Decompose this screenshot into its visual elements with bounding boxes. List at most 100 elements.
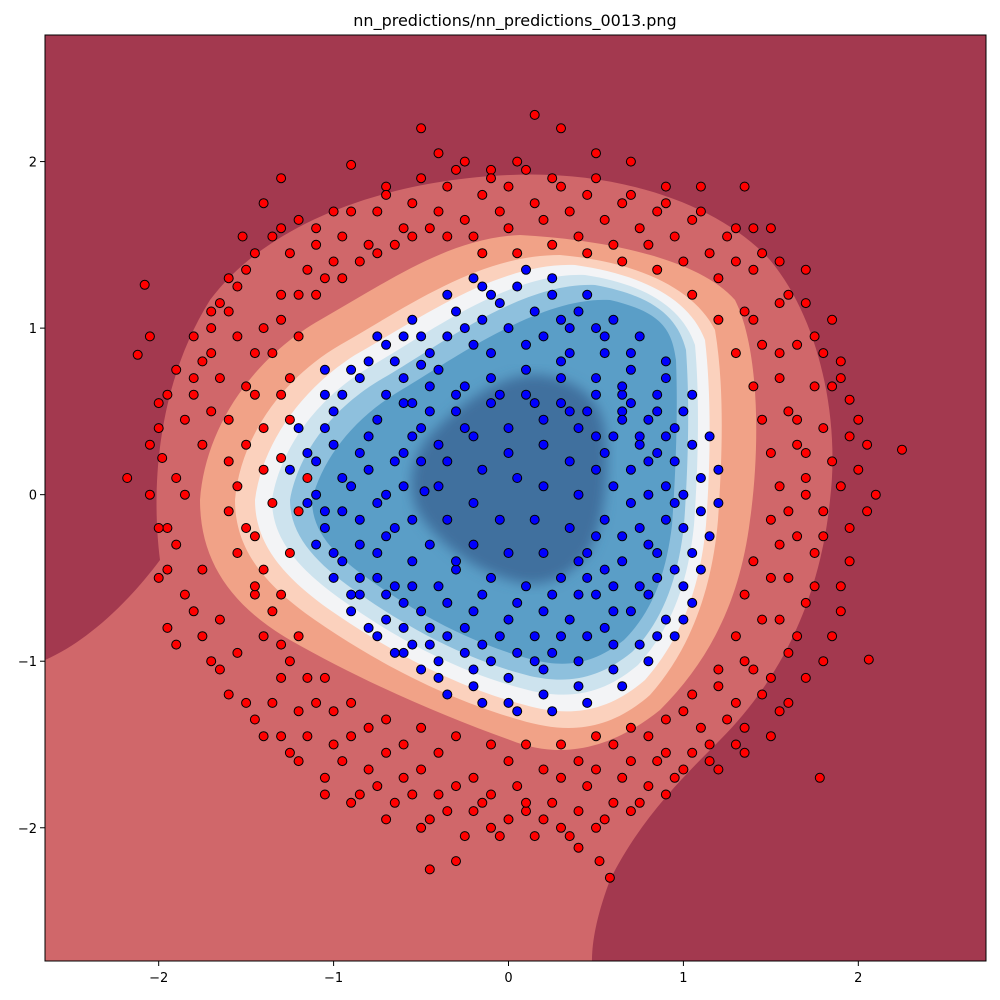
- point-red: [573, 756, 584, 767]
- point-red: [835, 606, 846, 617]
- point-red: [258, 731, 269, 742]
- point-red: [809, 581, 820, 592]
- point-red: [827, 456, 838, 467]
- point-red: [214, 298, 225, 309]
- point-blue: [319, 423, 330, 434]
- point-blue: [529, 631, 540, 642]
- point-blue: [398, 481, 409, 492]
- point-blue: [643, 539, 654, 550]
- point-blue: [556, 314, 566, 325]
- point-blue: [556, 356, 566, 367]
- point-blue: [477, 281, 488, 292]
- point-blue: [424, 539, 435, 550]
- point-blue: [652, 389, 663, 400]
- point-red: [818, 423, 829, 434]
- chart-title: nn_predictions/nn_predictions_0013.png: [353, 11, 676, 31]
- point-blue: [687, 548, 698, 558]
- point-red: [206, 323, 217, 334]
- point-red: [739, 656, 750, 667]
- point-blue: [494, 298, 505, 309]
- point-red: [625, 156, 636, 167]
- point-blue: [538, 481, 549, 492]
- y-tick-label: 2: [29, 156, 37, 171]
- point-red: [284, 248, 295, 259]
- point-blue: [564, 406, 575, 417]
- point-red: [634, 797, 645, 808]
- point-blue: [416, 456, 427, 467]
- point-red: [223, 506, 234, 517]
- point-red: [792, 439, 803, 450]
- point-blue: [591, 431, 601, 442]
- point-red: [617, 772, 628, 783]
- point-red: [687, 289, 698, 300]
- point-blue: [608, 481, 619, 492]
- point-blue: [713, 498, 724, 508]
- point-red: [293, 706, 304, 717]
- plot-frame: [44, 34, 987, 962]
- point-blue: [643, 414, 654, 425]
- point-red: [144, 439, 155, 450]
- point-blue: [591, 464, 601, 475]
- point-red: [748, 314, 759, 325]
- point-red: [678, 256, 689, 267]
- point-red: [249, 389, 260, 400]
- point-red: [521, 739, 531, 750]
- point-blue: [573, 489, 584, 500]
- point-blue: [556, 631, 566, 642]
- point-red: [381, 747, 392, 758]
- point-red: [521, 797, 531, 808]
- point-blue: [625, 498, 636, 508]
- x-tick-label: −2: [149, 971, 168, 986]
- point-blue: [354, 448, 365, 458]
- point-red: [188, 606, 199, 617]
- point-red: [827, 314, 838, 325]
- point-red: [179, 489, 190, 500]
- point-blue: [521, 264, 531, 275]
- point-red: [547, 239, 558, 250]
- point-red: [739, 181, 750, 192]
- point-blue: [687, 439, 698, 450]
- point-red: [398, 223, 409, 234]
- point-red: [416, 822, 427, 833]
- point-red: [284, 548, 295, 558]
- point-red: [144, 331, 155, 342]
- point-blue: [634, 331, 645, 342]
- point-blue: [477, 314, 488, 325]
- point-blue: [669, 564, 680, 575]
- point-blue: [381, 339, 392, 350]
- point-blue: [442, 289, 453, 300]
- point-blue: [643, 456, 654, 467]
- point-red: [223, 689, 234, 700]
- point-red: [844, 431, 855, 442]
- point-red: [477, 797, 488, 808]
- point-blue: [591, 531, 601, 542]
- point-red: [276, 314, 287, 325]
- point-red: [381, 814, 392, 825]
- point-red: [354, 256, 365, 267]
- point-red: [809, 548, 820, 558]
- y-tick-label: −2: [18, 822, 37, 837]
- point-red: [591, 731, 601, 742]
- point-red: [179, 414, 190, 425]
- point-blue: [556, 373, 566, 384]
- point-red: [643, 781, 654, 792]
- point-blue: [311, 539, 322, 550]
- point-blue: [389, 456, 400, 467]
- point-blue: [564, 348, 575, 359]
- point-red: [844, 556, 855, 567]
- point-red: [459, 214, 470, 225]
- point-red: [669, 231, 680, 242]
- point-blue: [363, 356, 374, 367]
- point-red: [486, 789, 496, 800]
- point-blue: [625, 464, 636, 475]
- point-red: [328, 706, 339, 717]
- point-blue: [407, 514, 418, 525]
- point-red: [835, 373, 846, 384]
- point-red: [625, 189, 636, 200]
- point-blue: [433, 656, 444, 667]
- point-blue: [599, 331, 610, 342]
- point-red: [188, 373, 199, 384]
- point-blue: [538, 414, 549, 425]
- point-red: [249, 531, 260, 542]
- point-blue: [573, 681, 584, 692]
